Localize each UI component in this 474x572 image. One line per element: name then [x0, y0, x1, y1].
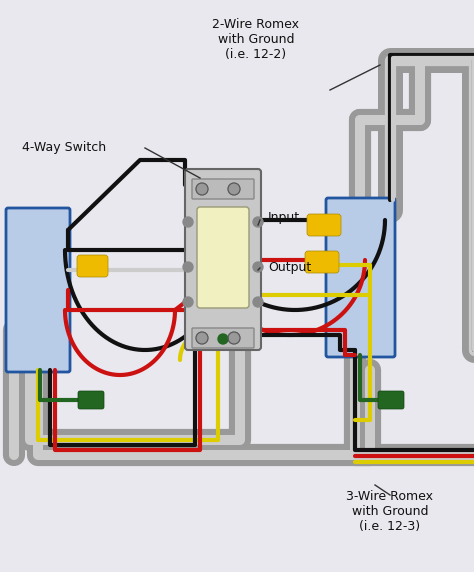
FancyBboxPatch shape — [305, 251, 339, 273]
FancyBboxPatch shape — [77, 255, 108, 277]
Text: 4-Way Switch: 4-Way Switch — [22, 141, 106, 154]
FancyBboxPatch shape — [192, 328, 254, 348]
FancyBboxPatch shape — [78, 391, 104, 409]
FancyBboxPatch shape — [185, 169, 261, 350]
Text: Input: Input — [268, 212, 300, 224]
Circle shape — [228, 183, 240, 195]
Circle shape — [228, 332, 240, 344]
Circle shape — [253, 262, 263, 272]
Circle shape — [253, 217, 263, 227]
FancyBboxPatch shape — [192, 179, 254, 199]
FancyBboxPatch shape — [378, 391, 404, 409]
Circle shape — [196, 183, 208, 195]
Circle shape — [196, 332, 208, 344]
Text: 2-Wire Romex
with Ground
(i.e. 12-2): 2-Wire Romex with Ground (i.e. 12-2) — [212, 18, 300, 61]
Circle shape — [183, 262, 193, 272]
FancyBboxPatch shape — [6, 208, 70, 372]
Circle shape — [218, 334, 228, 344]
Circle shape — [253, 297, 263, 307]
Circle shape — [183, 217, 193, 227]
Text: Output: Output — [268, 261, 311, 275]
FancyBboxPatch shape — [197, 207, 249, 308]
Circle shape — [183, 297, 193, 307]
FancyBboxPatch shape — [307, 214, 341, 236]
FancyBboxPatch shape — [326, 198, 395, 357]
Text: 3-Wire Romex
with Ground
(i.e. 12-3): 3-Wire Romex with Ground (i.e. 12-3) — [346, 490, 434, 533]
